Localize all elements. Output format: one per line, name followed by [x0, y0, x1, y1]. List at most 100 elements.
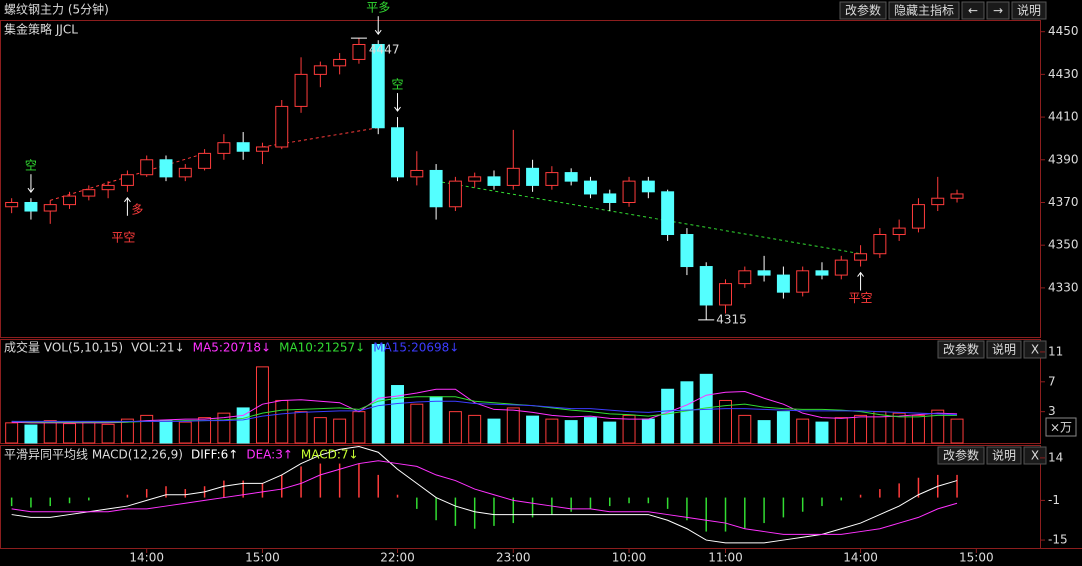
button-label[interactable]: 隐藏主指标 — [894, 3, 954, 18]
button[interactable] — [1023, 340, 1047, 359]
y-tick-label: 4390 — [1048, 152, 1079, 166]
volume-bar — [834, 417, 848, 444]
button[interactable] — [986, 446, 1022, 465]
y-tick-label: 4350 — [1048, 238, 1079, 252]
candle-body — [429, 169, 443, 208]
volume-bar — [391, 385, 405, 444]
readout: MA15:20698↓ — [373, 341, 459, 355]
button[interactable] — [986, 340, 1022, 359]
volume-bar — [159, 420, 173, 444]
volume-bar — [410, 403, 424, 444]
candle-body — [506, 167, 520, 186]
volume-bar — [641, 418, 655, 444]
button[interactable] — [961, 1, 985, 20]
candle-body — [275, 105, 289, 148]
candle-body — [333, 58, 347, 67]
x-tick-label: 11:00 — [708, 551, 743, 565]
x-tick-label: 10:00 — [612, 551, 647, 565]
candle-body — [198, 152, 212, 169]
button-label[interactable]: 说明 — [992, 448, 1016, 463]
button-label[interactable]: 说明 — [1017, 3, 1041, 18]
y-tick-label: -1 — [1048, 493, 1060, 507]
volume-bar — [506, 407, 520, 444]
unit-label: ×万 — [1050, 421, 1072, 435]
signal-arrowhead — [27, 187, 35, 194]
readout: DIFF:6↑ — [191, 448, 238, 462]
button-label[interactable]: 改参数 — [943, 342, 979, 357]
readout: 平滑异同平均线 MACD(12,26,9) — [4, 448, 183, 462]
volume-bar — [854, 414, 868, 444]
volume-bar — [5, 422, 19, 444]
y-tick-label: 11 — [1048, 344, 1063, 358]
volume-bar — [796, 418, 810, 444]
x-tick-label: 14:00 — [843, 551, 878, 565]
button-label[interactable]: 说明 — [992, 342, 1016, 357]
button[interactable] — [937, 340, 985, 359]
button[interactable] — [839, 1, 887, 20]
candle-body — [911, 204, 925, 229]
button[interactable] — [888, 1, 960, 20]
readout: VOL:21↓ — [131, 341, 185, 355]
candle-body — [950, 193, 964, 199]
readout: DEA:3↑ — [246, 448, 293, 462]
volume-bar — [255, 366, 269, 444]
volume-bar — [603, 421, 617, 444]
button[interactable] — [1023, 446, 1047, 465]
signal-arrowhead — [394, 106, 401, 112]
button[interactable] — [937, 446, 985, 465]
button-label[interactable]: 改参数 — [845, 3, 881, 18]
volume-bar — [622, 414, 636, 444]
candle-body — [159, 159, 173, 178]
signal-arrowhead — [374, 29, 382, 36]
volume-bar — [950, 418, 964, 444]
candle-body — [680, 234, 694, 268]
candle-body — [757, 270, 771, 276]
signal-label: 空 — [392, 78, 404, 92]
candle-body — [294, 73, 308, 107]
readout: 成交量 VOL(5,10,15) — [4, 340, 123, 355]
volume-bar — [776, 411, 790, 444]
candle-body — [140, 159, 154, 176]
candle-body — [5, 201, 19, 208]
candle-body — [178, 167, 192, 178]
button-label[interactable]: → — [993, 4, 1003, 18]
volume-bar — [680, 381, 694, 444]
volume-bar — [217, 412, 231, 444]
volume-ma-line — [11, 388, 958, 424]
y-tick-label: 4450 — [1048, 24, 1079, 38]
candle-body — [217, 142, 231, 154]
y-tick-label: 3 — [1048, 404, 1056, 418]
candle-body — [892, 227, 906, 236]
volume-bar — [140, 414, 154, 444]
volume-bar — [352, 411, 366, 444]
volume-bar — [24, 424, 38, 444]
extreme-label: 4315 — [716, 312, 747, 326]
volume-bar — [448, 411, 462, 444]
unit-box — [1045, 417, 1077, 437]
volume-bar — [757, 420, 771, 444]
candle-body — [699, 266, 713, 306]
y-tick-label: 4410 — [1048, 110, 1079, 124]
volume-bar — [294, 411, 308, 444]
volume-bar — [43, 420, 57, 444]
button[interactable] — [986, 1, 1010, 20]
volume-bar — [236, 407, 250, 444]
candle-body — [391, 127, 405, 178]
signal-label: 平多 — [366, 1, 390, 15]
volume-bar — [178, 421, 192, 444]
button-label[interactable]: X — [1031, 343, 1039, 357]
candle-body — [448, 180, 462, 208]
y-tick-label: 4330 — [1048, 280, 1079, 294]
button-label[interactable]: 改参数 — [943, 448, 979, 463]
volume-bar — [564, 420, 578, 444]
volume-bar — [198, 417, 212, 444]
volume-bar — [101, 423, 115, 444]
y-tick-label: 4430 — [1048, 67, 1079, 81]
chart-title: 螺纹钢主力 (5分钟) — [4, 2, 109, 17]
signal-label: 平空 — [849, 291, 873, 305]
button-label[interactable]: ← — [968, 4, 978, 18]
button-label[interactable]: X — [1031, 449, 1039, 463]
button[interactable] — [1011, 1, 1047, 20]
candle-body — [313, 65, 327, 75]
